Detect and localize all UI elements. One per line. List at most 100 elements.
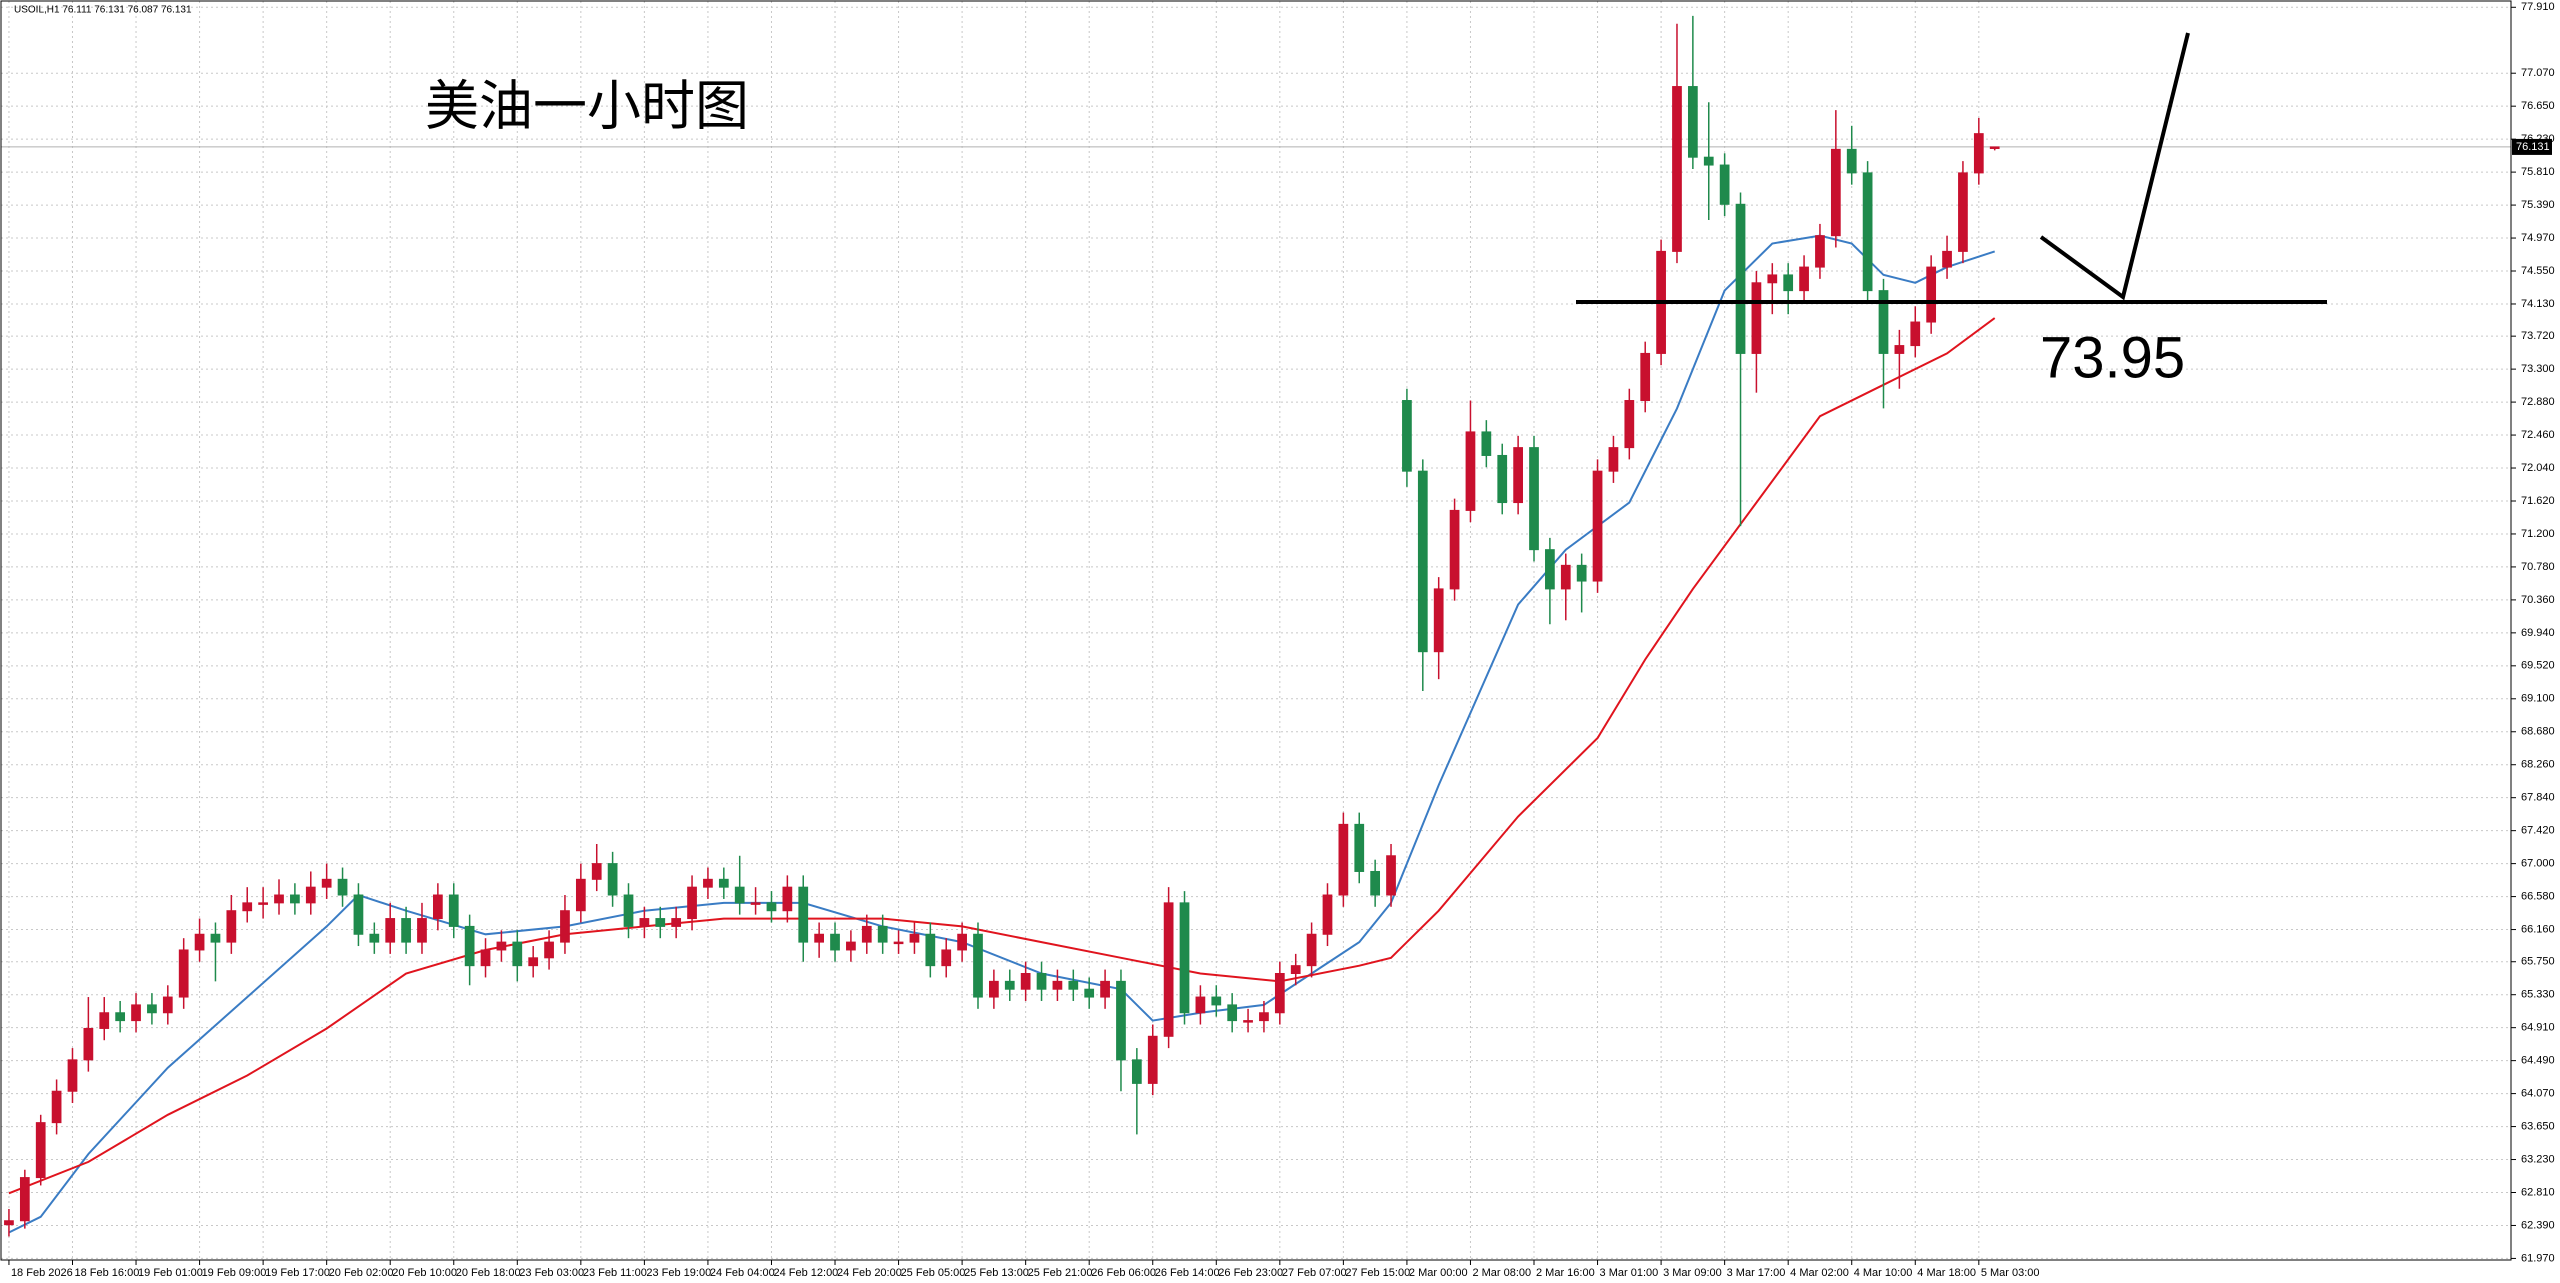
x-tick-label: 3 Mar 17:00: [1727, 1267, 1786, 1279]
y-tick-label: 71.200: [2521, 528, 2555, 540]
candle-body: [655, 918, 666, 927]
candle-body: [99, 1012, 110, 1029]
moving-average-line: [8, 317, 1996, 1195]
y-tick-label: 61.970: [2521, 1252, 2555, 1264]
candle-body: [1799, 266, 1809, 292]
last-price-tag: [2512, 138, 2552, 155]
candle-body: [560, 910, 570, 943]
y-tick-label: 70.780: [2521, 561, 2555, 573]
x-tick-label: 25 Feb 05:00: [901, 1267, 966, 1279]
candle-body: [1640, 352, 1651, 402]
y-tick-label: 69.100: [2521, 693, 2555, 705]
candle-body: [989, 980, 999, 998]
candle-body: [1529, 447, 1539, 551]
candle-body: [1958, 172, 1968, 252]
candle-body: [1274, 973, 1285, 1014]
candle-body: [1386, 855, 1396, 896]
candle-body: [1989, 146, 2000, 149]
candle-body: [973, 933, 983, 998]
candle-body: [782, 886, 793, 912]
candle-body: [1290, 965, 1301, 975]
candle-body: [639, 918, 650, 927]
y-tick-label: 74.970: [2521, 232, 2555, 244]
candle-body: [242, 902, 253, 912]
candle-body: [1004, 980, 1015, 990]
candle-body: [1815, 235, 1825, 268]
candle-body: [194, 933, 205, 951]
y-tick-label: 72.040: [2521, 462, 2555, 474]
symbol-info: USOIL,H1 76.111 76.131 76.087 76.131: [14, 5, 192, 16]
candle-body: [162, 996, 173, 1014]
candle-body: [1846, 148, 1857, 174]
candle-body: [1163, 902, 1174, 1037]
y-tick-label: 68.260: [2521, 759, 2555, 771]
candle-body: [210, 933, 221, 943]
candle-body: [1338, 823, 1349, 896]
chart-title: 美油一小时图: [425, 76, 749, 136]
y-tick-label: 67.000: [2521, 858, 2555, 870]
candle-body: [1830, 148, 1841, 237]
candle-body: [1211, 996, 1222, 1006]
candle-body: [35, 1122, 46, 1179]
candle-body: [1354, 823, 1365, 872]
x-tick-label: 27 Feb 07:00: [1282, 1267, 1347, 1279]
candle-body: [671, 918, 682, 927]
candle-body: [607, 863, 618, 896]
y-tick-label: 72.460: [2521, 429, 2555, 441]
candle-body: [19, 1177, 30, 1222]
candle-body: [448, 894, 459, 927]
candle-body: [687, 886, 697, 920]
y-tick-label: 76.650: [2521, 100, 2555, 112]
candle-body: [67, 1059, 78, 1092]
candle-body: [1481, 431, 1492, 456]
x-tick-label: 26 Feb 06:00: [1091, 1267, 1156, 1279]
moving-average-line: [8, 234, 1996, 1234]
candle-body: [1973, 133, 1984, 174]
x-tick-label: 23 Feb 11:00: [583, 1267, 647, 1279]
candle-body: [1433, 588, 1444, 653]
x-tick-label: 3 Mar 01:00: [1600, 1267, 1659, 1279]
candle-body: [1751, 282, 1762, 354]
x-tick-label: 19 Feb 09:00: [202, 1267, 267, 1279]
candle-body: [258, 902, 268, 905]
y-tick-label: 70.360: [2521, 594, 2555, 606]
y-tick-label: 66.580: [2521, 890, 2555, 902]
y-tick-label: 69.940: [2521, 627, 2555, 639]
candle-body: [1020, 973, 1031, 990]
last-price-label: 76.131: [2516, 141, 2550, 153]
candle-body: [1687, 86, 1698, 158]
candle-body: [623, 894, 634, 927]
x-tick-label: 4 Mar 10:00: [1854, 1267, 1913, 1279]
y-tick-label: 69.520: [2521, 660, 2555, 672]
x-tick-label: 27 Feb 15:00: [1345, 1267, 1410, 1279]
candle-body: [1084, 988, 1095, 998]
candle-body: [417, 918, 427, 943]
x-tick-label: 2 Mar 00:00: [1409, 1267, 1468, 1279]
y-tick-label: 63.230: [2521, 1153, 2555, 1165]
candle-body: [846, 941, 856, 951]
y-tick-label: 64.070: [2521, 1088, 2555, 1100]
candle-body: [1131, 1059, 1142, 1084]
x-tick-label: 5 Mar 03:00: [1981, 1267, 2040, 1279]
x-tick-label: 2 Mar 16:00: [1536, 1267, 1595, 1279]
x-tick-label: 18 Feb 16:00: [74, 1267, 139, 1279]
candle-body: [1926, 266, 1937, 323]
candle-body: [957, 933, 967, 951]
candle-body: [1862, 172, 1873, 292]
x-tick-label: 24 Feb 20:00: [837, 1267, 902, 1279]
x-tick-label: 4 Mar 18:00: [1917, 1267, 1976, 1279]
candle-body: [877, 925, 888, 943]
candle-body: [401, 918, 411, 943]
candle-body: [1036, 973, 1047, 990]
candle-body: [1592, 470, 1603, 582]
y-tick-label: 74.550: [2521, 265, 2555, 277]
candles: [4, 15, 2000, 1237]
candle-body: [1513, 447, 1523, 504]
candle-body: [941, 949, 952, 967]
candle-body: [1576, 564, 1587, 582]
candle-body: [591, 863, 602, 880]
candle-body: [337, 878, 348, 896]
y-tick-label: 64.490: [2521, 1055, 2555, 1067]
candle-body: [83, 1027, 94, 1061]
